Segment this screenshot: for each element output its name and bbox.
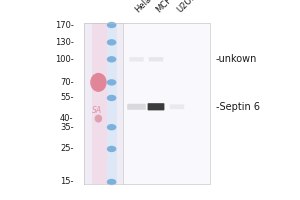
Text: SA: SA <box>92 106 103 115</box>
Ellipse shape <box>95 115 102 123</box>
Circle shape <box>107 56 116 63</box>
Text: U2OS: U2OS <box>175 0 198 14</box>
FancyBboxPatch shape <box>127 104 146 110</box>
Text: 25-: 25- <box>60 144 74 153</box>
Bar <box>84 23 123 184</box>
Text: 170-: 170- <box>55 21 74 29</box>
Text: -Septin 6: -Septin 6 <box>216 102 260 112</box>
Text: 35-: 35- <box>60 123 74 132</box>
Circle shape <box>107 39 116 46</box>
Circle shape <box>107 179 116 185</box>
Text: 40-: 40- <box>60 114 74 123</box>
Text: MCF-7: MCF-7 <box>154 0 179 14</box>
Text: 55-: 55- <box>60 93 74 102</box>
Circle shape <box>107 95 116 101</box>
FancyBboxPatch shape <box>170 104 184 109</box>
Text: 15-: 15- <box>60 178 74 186</box>
Bar <box>92 23 106 184</box>
FancyBboxPatch shape <box>129 57 144 62</box>
Circle shape <box>107 22 116 28</box>
FancyBboxPatch shape <box>149 57 163 62</box>
Text: 130-: 130- <box>55 38 74 47</box>
Circle shape <box>107 124 116 130</box>
Circle shape <box>107 79 116 86</box>
Ellipse shape <box>90 73 107 92</box>
Circle shape <box>107 146 116 152</box>
Text: 100-: 100- <box>55 55 74 64</box>
Bar <box>106 23 117 184</box>
Text: -unkown: -unkown <box>216 54 257 64</box>
Bar <box>123 23 210 184</box>
Text: Hela: Hela <box>133 0 153 14</box>
Text: 70-: 70- <box>60 78 74 87</box>
FancyBboxPatch shape <box>148 103 164 110</box>
